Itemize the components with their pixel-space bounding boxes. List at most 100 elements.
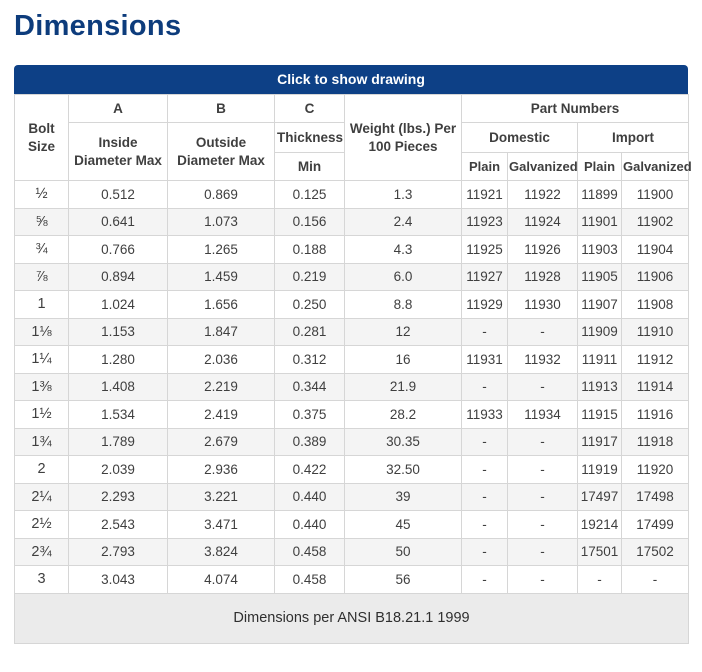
table-row: 1¼ 1.280 2.036 0.312 16 11931 11932 11911 11912 [14, 345, 690, 374]
part-domestic-plain-cell: - [461, 482, 508, 511]
part-import-plain-cell: 11899 [577, 180, 622, 209]
table-row: 1 1.024 1.656 0.250 8.8 11929 11930 11907 11908 [14, 290, 690, 319]
inside-diameter-cell: 2.039 [68, 455, 168, 484]
bolt-size-cell: ⅞ [14, 262, 69, 291]
part-domestic-plain-cell: - [461, 455, 508, 484]
inside-diameter-cell: 1.789 [68, 427, 168, 456]
table-row: 1¾ 1.789 2.679 0.389 30.35- -11917 11918 [14, 427, 690, 456]
inside-diameter-cell: 0.512 [68, 180, 168, 209]
weight-cell: 39 [344, 482, 462, 511]
table-footer: Dimensions per ANSI B18.21.1 1999 [13, 592, 690, 644]
outside-diameter-cell: 2.679 [167, 427, 275, 456]
part-domestic-galvanized-cell: - [507, 482, 578, 511]
weight-cell: 21.9 [344, 372, 462, 401]
part-import-plain-cell: 11909 [577, 317, 622, 346]
part-domestic-plain-cell: 11933 [461, 400, 508, 429]
part-import-galvanized-cell: 11900 [620, 180, 690, 209]
part-import-galvanized-cell: 11910 [620, 317, 690, 346]
bolt-size-cell: 1 [14, 290, 69, 319]
part-import-plain-cell: 11903 [577, 235, 622, 264]
part-domestic-galvanized-cell: 11932 [507, 345, 578, 374]
bolt-size-cell: 2¾ [14, 537, 69, 566]
table-row: 2 2.039 2.936 0.422 32.50- -11919 11920 [14, 455, 690, 484]
part-import-plain-cell: - [577, 565, 622, 594]
weight-cell: 16 [344, 345, 462, 374]
col-c-thickness-header: Thickness [274, 122, 345, 153]
inside-diameter-cell: 0.766 [68, 235, 168, 264]
outside-diameter-cell: 1.265 [167, 235, 275, 264]
part-domestic-galvanized-cell: 11924 [507, 207, 578, 236]
part-import-plain-cell: 11911 [577, 345, 622, 374]
thickness-cell: 0.389 [274, 427, 345, 456]
bolt-size-cell: 3 [14, 565, 69, 594]
part-domestic-galvanized-cell: - [507, 537, 578, 566]
part-domestic-galvanized-cell: - [507, 455, 578, 484]
outside-diameter-cell: 1.459 [167, 262, 275, 291]
part-numbers-header: Part Numbers [460, 94, 690, 123]
part-import-galvanized-cell: 11908 [620, 290, 690, 319]
col-c-letter: C [274, 94, 345, 123]
outside-diameter-cell: 2.419 [167, 400, 275, 429]
table-row: 2¼ 2.293 3.221 0.440 39- -17497 17498 [14, 482, 690, 511]
inside-diameter-cell: 1.534 [68, 400, 168, 429]
bolt-size-cell: 1⅛ [14, 317, 69, 346]
import-header: Import [576, 122, 690, 153]
table-row: ½ 0.512 0.869 0.125 1.3 11921 11922 11899 11900 [14, 180, 690, 209]
part-domestic-plain-cell: - [461, 510, 508, 539]
part-import-plain-cell: 11905 [577, 262, 622, 291]
galvanized-header-domestic: Galvanized [507, 152, 578, 181]
inside-diameter-cell: 0.641 [68, 207, 168, 236]
table-footnote: Dimensions per ANSI B18.21.1 1999 [13, 592, 690, 644]
weight-cell: 45 [344, 510, 462, 539]
inside-diameter-cell: 1.408 [68, 372, 168, 401]
weight-cell: 56 [344, 565, 462, 594]
bolt-size-cell: 1¼ [14, 345, 69, 374]
part-import-galvanized-cell: 11912 [620, 345, 690, 374]
outside-diameter-cell: 1.847 [167, 317, 275, 346]
part-import-galvanized-cell: 17498 [620, 482, 690, 511]
bolt-size-cell: 1¾ [14, 427, 69, 456]
part-import-plain-cell: 11919 [577, 455, 622, 484]
table-row: 1⅛ 1.153 1.847 0.281 12- -11909 11910 [14, 317, 690, 346]
part-domestic-galvanized-cell: - [507, 317, 578, 346]
table-row: 3 3.043 4.074 0.458 56- - - - [14, 565, 690, 594]
part-domestic-galvanized-cell: - [507, 372, 578, 401]
outside-diameter-cell: 3.221 [167, 482, 275, 511]
table-header: Bolt Size A B C Weight (lbs.) Per 100 Pi… [14, 94, 692, 181]
inside-diameter-cell: 1.280 [68, 345, 168, 374]
part-domestic-plain-cell: 11927 [461, 262, 508, 291]
col-b-sub-header: Outside Diameter Max [167, 122, 275, 181]
part-domestic-plain-cell: 11929 [461, 290, 508, 319]
part-domestic-plain-cell: - [461, 427, 508, 456]
weight-cell: 50 [344, 537, 462, 566]
col-c-min-header: Min [274, 152, 345, 181]
part-domestic-galvanized-cell: 11928 [507, 262, 578, 291]
table-row: 2¾ 2.793 3.824 0.458 50- -17501 17502 [14, 537, 690, 566]
thickness-cell: 0.125 [274, 180, 345, 209]
part-import-galvanized-cell: 11914 [620, 372, 690, 401]
part-import-galvanized-cell: 17499 [620, 510, 690, 539]
bolt-size-cell: ½ [14, 180, 69, 209]
dimensions-table: Bolt Size A B C Weight (lbs.) Per 100 Pi… [13, 94, 692, 644]
table-body: ½ 0.512 0.869 0.125 1.3 11921 11922 11899 11900 ⅝… [14, 180, 690, 594]
part-import-plain-cell: 11913 [577, 372, 622, 401]
dimensions-table-container: Click to show drawing Bolt Size A B C We… [13, 65, 692, 644]
bolt-size-header: Bolt Size [14, 94, 69, 181]
inside-diameter-cell: 0.894 [68, 262, 168, 291]
thickness-cell: 0.440 [274, 510, 345, 539]
outside-diameter-cell: 1.073 [167, 207, 275, 236]
part-import-plain-cell: 11901 [577, 207, 622, 236]
part-domestic-galvanized-cell: 11934 [507, 400, 578, 429]
plain-header-domestic: Plain [461, 152, 508, 181]
plain-header-import: Plain [577, 152, 622, 181]
part-domestic-galvanized-cell: - [507, 427, 578, 456]
thickness-cell: 0.422 [274, 455, 345, 484]
show-drawing-toggle[interactable]: Click to show drawing [14, 65, 688, 94]
thickness-cell: 0.312 [274, 345, 345, 374]
part-domestic-plain-cell: - [461, 372, 508, 401]
part-import-plain-cell: 17501 [577, 537, 622, 566]
table-row: ¾ 0.766 1.265 0.188 4.3 11925 11926 11903 11904 [14, 235, 690, 264]
table-row: 1⅜ 1.408 2.219 0.344 21.9- -11913 11914 [14, 372, 690, 401]
part-import-galvanized-cell: 11904 [620, 235, 690, 264]
galvanized-header-import: Galvanized [620, 152, 692, 181]
